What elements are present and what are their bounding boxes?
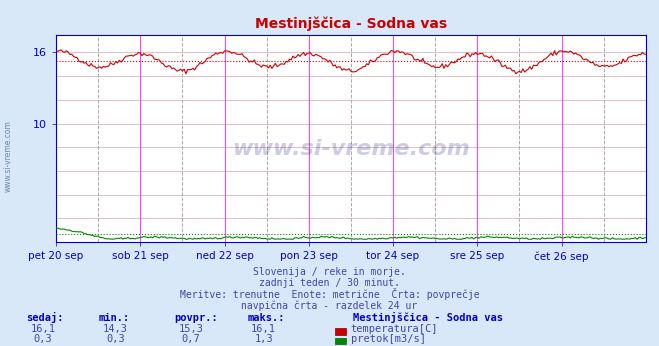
- Text: sedaj:: sedaj:: [26, 312, 64, 323]
- Text: www.si-vreme.com: www.si-vreme.com: [232, 139, 470, 159]
- Text: 1,3: 1,3: [254, 334, 273, 344]
- Text: 16,1: 16,1: [251, 324, 276, 334]
- Text: povpr.:: povpr.:: [175, 313, 218, 323]
- Title: Mestinjščica - Sodna vas: Mestinjščica - Sodna vas: [255, 16, 447, 31]
- Text: 0,3: 0,3: [106, 334, 125, 344]
- Text: Mestinjščica - Sodna vas: Mestinjščica - Sodna vas: [353, 312, 503, 323]
- Text: zadnji teden / 30 minut.: zadnji teden / 30 minut.: [259, 279, 400, 289]
- Text: temperatura[C]: temperatura[C]: [351, 324, 438, 334]
- Text: pretok[m3/s]: pretok[m3/s]: [351, 334, 426, 344]
- Text: 16,1: 16,1: [30, 324, 55, 334]
- Text: 0,3: 0,3: [34, 334, 52, 344]
- Text: min.:: min.:: [99, 313, 130, 323]
- Text: 14,3: 14,3: [103, 324, 128, 334]
- Text: navpična črta - razdelek 24 ur: navpična črta - razdelek 24 ur: [241, 301, 418, 311]
- Text: 0,7: 0,7: [182, 334, 200, 344]
- Text: Slovenija / reke in morje.: Slovenija / reke in morje.: [253, 267, 406, 277]
- Text: maks.:: maks.:: [247, 313, 285, 323]
- Text: www.si-vreme.com: www.si-vreme.com: [3, 120, 13, 192]
- Text: 15,3: 15,3: [179, 324, 204, 334]
- Text: Meritve: trenutne  Enote: metrične  Črta: povprečje: Meritve: trenutne Enote: metrične Črta: …: [180, 288, 479, 300]
